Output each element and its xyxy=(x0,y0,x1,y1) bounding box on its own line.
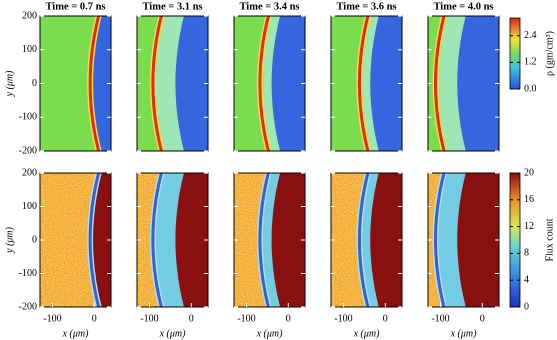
y-axis-label: y (μm) xyxy=(4,226,15,254)
x-tick-label: -100 xyxy=(140,313,158,324)
y-tick-label: -200 xyxy=(19,145,37,156)
colorbar-tick-label: 1.2 xyxy=(524,57,537,68)
y-axis-label: y (μm) xyxy=(4,70,15,98)
front-band xyxy=(88,16,101,151)
front-band xyxy=(434,16,446,151)
y-tick-label: 0 xyxy=(32,234,37,245)
panel xyxy=(136,15,209,152)
panel xyxy=(330,172,403,308)
x-tick-label: 0 xyxy=(92,313,97,324)
right-region xyxy=(271,173,305,307)
x-axis-label: x (μm) xyxy=(353,328,381,339)
heatmap-image xyxy=(331,173,402,307)
panel-title: Time = 3.4 ns xyxy=(239,1,299,12)
colorbar-label: Flux count xyxy=(544,218,555,261)
right-region xyxy=(370,16,402,151)
right-region xyxy=(175,173,208,307)
x-tick-label: 0 xyxy=(286,313,291,324)
x-tick-label: 0 xyxy=(383,313,388,324)
front-band xyxy=(434,173,446,307)
x-axis-label: x (μm) xyxy=(159,328,187,339)
heatmap-image xyxy=(137,173,208,307)
right-region xyxy=(457,16,499,151)
colorbar-tick-label: 12 xyxy=(524,221,534,232)
x-tick-label: -100 xyxy=(43,313,61,324)
panel xyxy=(39,15,112,152)
panel xyxy=(39,172,112,308)
front-band xyxy=(258,16,270,151)
panel xyxy=(427,172,500,308)
right-region xyxy=(175,16,208,151)
heatmap-image xyxy=(40,173,111,307)
heatmap-image xyxy=(234,16,305,151)
heatmap-image xyxy=(428,173,499,307)
front-band xyxy=(357,173,370,307)
colorbar-tick-label: 2.4 xyxy=(524,30,537,41)
y-tick-label: 0 xyxy=(32,78,37,89)
y-tick-label: 200 xyxy=(22,167,37,178)
right-region xyxy=(370,173,402,307)
front-band xyxy=(151,16,163,151)
x-axis-label: x (μm) xyxy=(450,328,478,339)
x-tick-label: 0 xyxy=(189,313,194,324)
panel xyxy=(427,15,500,152)
front-band xyxy=(151,173,163,307)
colorbar-tick-label: 8 xyxy=(524,248,529,259)
y-tick-label: 200 xyxy=(22,10,37,21)
panel xyxy=(330,15,403,152)
y-tick-label: -200 xyxy=(19,301,37,312)
front-band xyxy=(357,16,370,151)
colorbar-tick-label: 16 xyxy=(524,194,534,205)
x-tick-label: -100 xyxy=(334,313,352,324)
front-band xyxy=(258,173,270,307)
x-tick-label: -100 xyxy=(431,313,449,324)
panel xyxy=(233,172,306,308)
y-tick-label: 100 xyxy=(22,201,37,212)
right-region xyxy=(91,173,111,307)
x-tick-label: -100 xyxy=(237,313,255,324)
panel xyxy=(233,15,306,152)
y-tick-label: -100 xyxy=(19,112,37,123)
colorbar xyxy=(509,172,521,308)
panel-title: Time = 4.0 ns xyxy=(433,1,493,12)
front-band xyxy=(88,173,101,307)
colorbar-tick-label: 0 xyxy=(524,301,529,312)
panel xyxy=(136,172,209,308)
panel-title: Time = 3.1 ns xyxy=(142,1,202,12)
right-region xyxy=(271,16,305,151)
y-tick-label: 100 xyxy=(22,44,37,55)
y-tick-label: -100 xyxy=(19,268,37,279)
heatmap-image xyxy=(40,16,111,151)
colorbar xyxy=(509,17,521,90)
panel-title: Time = 3.6 ns xyxy=(336,1,396,12)
colorbar-tick-label: 20 xyxy=(524,167,534,178)
heatmap-image xyxy=(428,16,499,151)
right-region xyxy=(91,16,111,151)
heatmap-image xyxy=(331,16,402,151)
colorbar-tick-label: 4 xyxy=(524,274,529,285)
panel-title: Time = 0.7 ns xyxy=(45,1,105,12)
x-tick-label: 0 xyxy=(480,313,485,324)
right-region xyxy=(457,173,499,307)
heatmap-image xyxy=(137,16,208,151)
colorbar-label: ρ (gm/cm³) xyxy=(544,31,555,76)
x-axis-label: x (μm) xyxy=(62,328,90,339)
colorbar-tick-label: 0.0 xyxy=(524,83,537,94)
x-axis-label: x (μm) xyxy=(256,328,284,339)
heatmap-image xyxy=(234,173,305,307)
